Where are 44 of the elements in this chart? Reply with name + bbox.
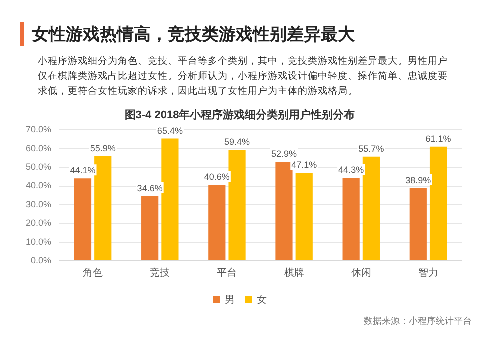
- x-tick-label: 角色: [83, 266, 104, 279]
- y-tick-label: 20.0%: [26, 218, 52, 228]
- y-tick-label: 40.0%: [26, 180, 52, 191]
- bar: [362, 156, 380, 260]
- bar: [228, 150, 246, 260]
- y-tick-label: 60.0%: [26, 143, 52, 154]
- data-label: 34.6%: [137, 183, 163, 194]
- bar: [342, 178, 360, 260]
- data-label: 47.1%: [292, 160, 318, 170]
- x-tick-label: 棋牌: [284, 266, 304, 279]
- bar: [410, 188, 427, 260]
- data-label: 61.1%: [426, 134, 452, 144]
- x-tick-label: 休闲: [351, 266, 372, 279]
- legend-label: 男: [225, 294, 235, 306]
- data-label: 38.9%: [406, 175, 432, 186]
- legend-label: 女: [257, 294, 267, 306]
- bar: [162, 138, 179, 260]
- y-tick-label: 10.0%: [26, 236, 52, 247]
- bar: [94, 156, 112, 260]
- bar: [430, 146, 448, 260]
- data-label: 55.9%: [90, 144, 116, 154]
- text: 小程序游戏细分为角色、竞技、平台等多个类别，其中，竞技类游戏性别差异最大。男性用户仅在棋牌类游戏占比超过女性。分析师认为，小程序游戏设计偏中轻度、操作简单、忠诚度要求低，更符合女性玩家的诉求，因此出现了女性用户为主体的游戏格局。: [38, 55, 449, 99]
- y-tick-label: 50.0%: [26, 162, 52, 172]
- bar: [296, 172, 313, 260]
- bar: [142, 196, 159, 260]
- y-tick-label: 30.0%: [26, 199, 52, 210]
- data-label: 40.6%: [204, 172, 230, 182]
- bar: [74, 178, 92, 260]
- bar: [208, 185, 226, 260]
- bar: [276, 162, 293, 260]
- chart-title: 女性游戏热情高，竞技类游戏性别差异最大: [32, 24, 355, 46]
- data-label: 65.4%: [157, 126, 183, 136]
- chart-subtitle: 图3-4 2018年小程序游戏细分类别用户性别分布: [124, 108, 356, 122]
- data-label: 44.1%: [70, 166, 96, 176]
- x-tick-label: 平台: [217, 266, 238, 279]
- y-tick-label: 70.0%: [26, 124, 52, 135]
- data-label: 44.3%: [338, 165, 364, 176]
- x-tick-label: 智力: [418, 266, 438, 279]
- data-label: 59.4%: [224, 136, 250, 147]
- x-tick-label: 竞技: [150, 266, 170, 279]
- y-tick-label: 0.0%: [31, 255, 52, 266]
- data-label: 52.9%: [271, 149, 298, 160]
- data-label: 55.7%: [358, 144, 384, 154]
- source-note: 数据来源：小程序统计平台: [363, 315, 472, 328]
